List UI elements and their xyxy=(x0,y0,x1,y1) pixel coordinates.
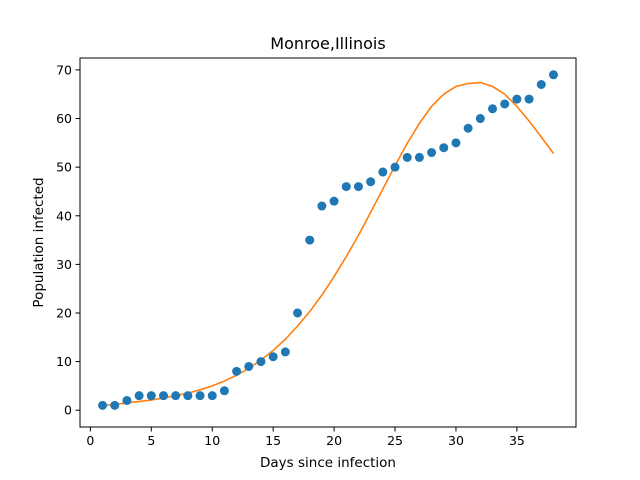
data-point xyxy=(183,391,193,401)
data-point xyxy=(548,70,558,80)
data-point xyxy=(427,148,437,158)
data-point xyxy=(98,400,108,410)
data-point xyxy=(512,94,522,104)
data-point xyxy=(317,201,327,211)
y-tick-label: 30 xyxy=(56,257,72,272)
data-point xyxy=(366,177,376,187)
plot-area xyxy=(98,70,558,410)
x-tick-label: 35 xyxy=(509,433,525,448)
data-point xyxy=(305,235,315,245)
data-point xyxy=(171,391,181,401)
data-point xyxy=(500,99,510,109)
x-tick-label: 25 xyxy=(387,433,403,448)
data-point xyxy=(158,391,168,401)
y-tick-label: 70 xyxy=(56,62,72,77)
data-point xyxy=(390,162,400,172)
y-axis: 0 10 20 30 40 50 60 70 xyxy=(56,62,80,418)
x-tick-label: 30 xyxy=(448,433,464,448)
y-tick-label: 0 xyxy=(64,403,72,418)
x-axis: 0 5 10 15 20 25 30 35 xyxy=(86,427,525,448)
data-point xyxy=(536,80,546,89)
data-point xyxy=(475,114,485,124)
data-point xyxy=(244,361,254,371)
y-tick-label: 20 xyxy=(56,305,72,320)
data-point xyxy=(134,391,144,401)
y-axis-label: Population infected xyxy=(31,177,47,307)
data-point xyxy=(402,152,412,162)
data-point xyxy=(378,167,388,177)
axes-frame xyxy=(79,57,577,428)
data-point xyxy=(110,400,120,410)
x-axis-label: Days since infection xyxy=(260,455,396,471)
y-tick-label: 10 xyxy=(56,354,72,369)
data-point xyxy=(341,182,351,192)
data-point xyxy=(280,347,290,357)
data-point xyxy=(293,308,303,318)
data-point xyxy=(219,386,229,396)
chart-title: Monroe,Illinois xyxy=(270,34,385,53)
data-point xyxy=(524,94,534,104)
data-point xyxy=(146,391,156,401)
x-tick-label: 20 xyxy=(326,433,342,448)
data-point xyxy=(232,366,242,376)
data-point xyxy=(195,391,205,401)
x-tick-label: 5 xyxy=(147,433,155,448)
data-point xyxy=(329,196,339,206)
data-point xyxy=(414,152,424,162)
data-point xyxy=(463,123,473,133)
data-point xyxy=(256,357,266,367)
y-tick-label: 60 xyxy=(56,111,72,126)
data-point xyxy=(268,352,278,362)
data-point xyxy=(207,391,217,401)
data-point xyxy=(122,396,132,405)
x-tick-label: 10 xyxy=(204,433,220,448)
x-tick-label: 0 xyxy=(86,433,94,448)
data-point xyxy=(451,138,461,148)
y-tick-label: 40 xyxy=(56,208,72,223)
y-tick-label: 50 xyxy=(56,160,72,175)
x-tick-label: 15 xyxy=(265,433,281,448)
data-point xyxy=(439,143,449,153)
data-point xyxy=(488,104,498,114)
data-point xyxy=(353,182,363,192)
